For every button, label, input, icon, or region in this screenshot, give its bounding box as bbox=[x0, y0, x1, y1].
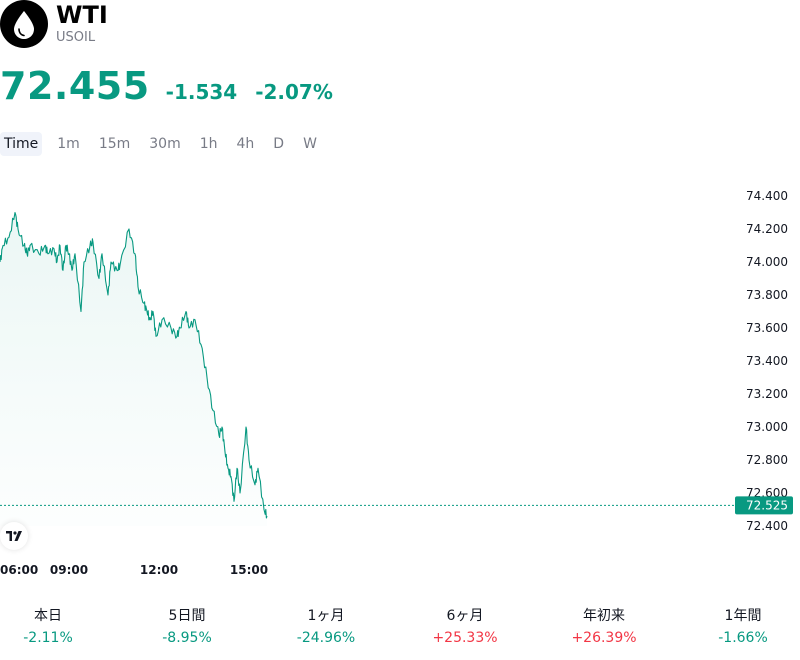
perf-1-year[interactable]: 1年間 -1.66% bbox=[693, 606, 793, 648]
chart-area-fill-group bbox=[0, 212, 267, 526]
current-price-label: 72.525 bbox=[746, 498, 788, 512]
tradingview-icon bbox=[6, 531, 22, 541]
x-tick-label: 12:00 bbox=[140, 563, 178, 577]
perf-value: +25.33% bbox=[432, 630, 498, 646]
last-price: 72.455 bbox=[0, 64, 150, 108]
price-chart[interactable]: 74.400 74.200 74.000 73.800 73.600 73.400 73.2… bbox=[0, 180, 800, 580]
y-tick-label: 74.400 bbox=[746, 189, 788, 203]
tradingview-logo[interactable] bbox=[0, 522, 28, 550]
x-axis: 06:00 09:00 12:00 15:00 bbox=[0, 563, 268, 577]
perf-value: -8.95% bbox=[162, 630, 212, 646]
tab-1m[interactable]: 1m bbox=[57, 136, 80, 152]
perf-label: 本日 bbox=[34, 608, 62, 624]
price-area-fill bbox=[0, 212, 267, 526]
perf-label: 6ヶ月 bbox=[446, 608, 484, 624]
perf-6-months[interactable]: 6ヶ月 +25.33% bbox=[415, 606, 515, 648]
perf-value: -1.66% bbox=[718, 630, 768, 646]
symbol-logo bbox=[0, 0, 48, 48]
y-tick-label: 72.800 bbox=[746, 453, 788, 467]
symbol-ticker: USOIL bbox=[56, 30, 96, 45]
x-tick-label: 06:00 bbox=[0, 563, 38, 577]
current-price-badge bbox=[735, 496, 793, 515]
perf-ytd[interactable]: 年初来 +26.39% bbox=[554, 606, 654, 648]
y-tick-label: 73.400 bbox=[746, 354, 788, 368]
perf-1-month[interactable]: 1ヶ月 -24.96% bbox=[276, 606, 376, 648]
perf-label: 年初来 bbox=[583, 608, 625, 624]
price-line bbox=[0, 211, 268, 519]
tab-30m[interactable]: 30m bbox=[149, 136, 181, 152]
perf-5-days[interactable]: 5日間 -8.95% bbox=[137, 606, 237, 648]
perf-value: +26.39% bbox=[571, 630, 637, 646]
tab-4h[interactable]: 4h bbox=[236, 136, 255, 152]
perf-label: 1年間 bbox=[724, 608, 762, 624]
y-tick-label: 73.000 bbox=[746, 420, 788, 434]
perf-label: 5日間 bbox=[168, 608, 206, 624]
x-tick-label: 09:00 bbox=[50, 563, 88, 577]
current-price-marker: 72.525 bbox=[0, 496, 793, 515]
tab-15m[interactable]: 15m bbox=[98, 136, 131, 152]
x-tick-label: 15:00 bbox=[230, 563, 268, 577]
perf-today[interactable]: 本日 -2.11% bbox=[0, 606, 98, 648]
y-tick-label: 73.600 bbox=[746, 321, 788, 335]
y-tick-label: 74.000 bbox=[746, 255, 788, 269]
price-change-percent: -2.07% bbox=[255, 80, 333, 104]
price-change: -1.534 bbox=[165, 80, 238, 104]
tab-d[interactable]: D bbox=[273, 136, 285, 152]
interval-tabs: Time 1m 15m 30m 1h 4h D W bbox=[0, 132, 332, 156]
chart-line-group bbox=[0, 211, 268, 519]
symbol-name: WTI bbox=[56, 1, 108, 29]
y-tick-label: 72.400 bbox=[746, 519, 788, 533]
perf-value: -24.96% bbox=[296, 630, 356, 646]
price-row: 72.455 -1.534 -2.07% bbox=[0, 64, 333, 108]
perf-label: 1ヶ月 bbox=[307, 608, 345, 624]
y-tick-label: 74.200 bbox=[746, 222, 788, 236]
y-axis: 74.400 74.200 74.000 73.800 73.600 73.400 73.2… bbox=[746, 189, 788, 533]
oil-drop-icon bbox=[14, 11, 34, 39]
tab-w[interactable]: W bbox=[303, 136, 317, 152]
performance-strip: 本日 -2.11% 5日間 -8.95% 1ヶ月 -24.96% 6ヶ月 +25… bbox=[0, 606, 800, 656]
tab-1h[interactable]: 1h bbox=[199, 136, 218, 152]
perf-value: -2.11% bbox=[23, 630, 73, 646]
tab-time[interactable]: Time bbox=[0, 132, 43, 156]
y-tick-label: 73.800 bbox=[746, 288, 788, 302]
y-tick-label: 73.200 bbox=[746, 387, 788, 401]
